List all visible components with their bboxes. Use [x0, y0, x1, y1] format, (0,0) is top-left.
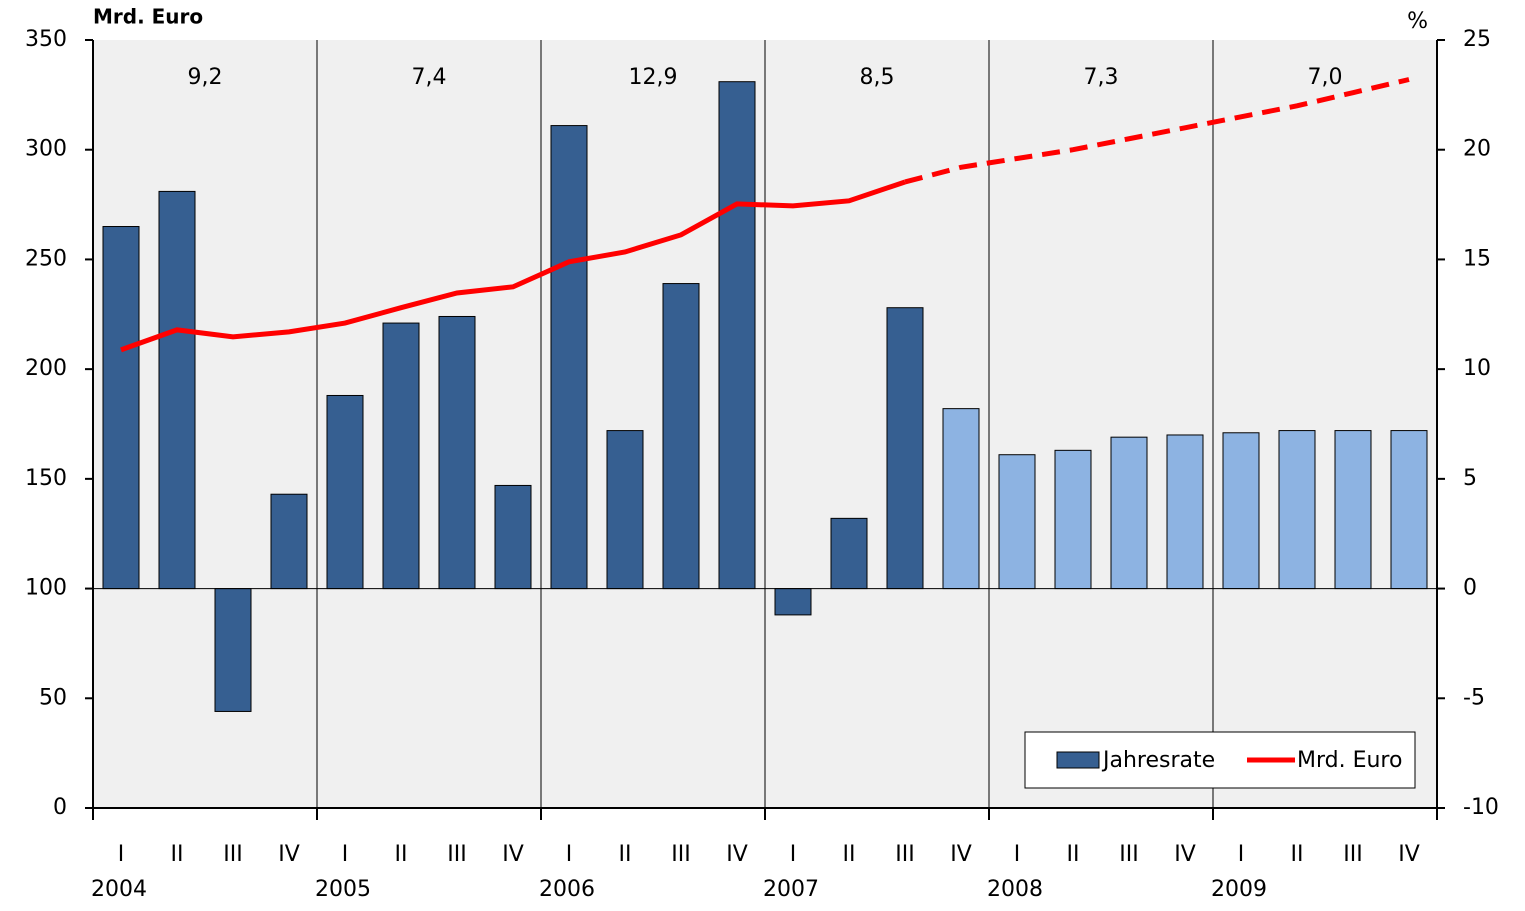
- bar: [830, 517, 868, 590]
- x-tick-label: IV: [502, 842, 524, 867]
- line: [904, 77, 1410, 185]
- legend-label: Jahresrate: [1101, 748, 1215, 773]
- y2-tick-label: 15: [1463, 246, 1491, 271]
- bar: [1390, 430, 1428, 590]
- bar: [1334, 430, 1372, 590]
- x-tick-label: I: [790, 842, 797, 867]
- x-tick-label: II: [395, 842, 408, 867]
- bar: [1278, 430, 1316, 590]
- group-label: 2008: [987, 877, 1043, 902]
- y2-tick-label: 0: [1463, 576, 1477, 601]
- y-tick-label: 300: [25, 137, 67, 162]
- bar: [718, 81, 756, 590]
- bar: [158, 190, 196, 590]
- annotation: 7,3: [1084, 65, 1119, 90]
- y2-tick-label: 25: [1463, 27, 1491, 52]
- bar: [1110, 436, 1148, 590]
- annotation: 7,0: [1308, 65, 1343, 90]
- bar: [942, 408, 980, 590]
- legend-label: Mrd. Euro: [1297, 748, 1402, 773]
- bar: [326, 394, 364, 590]
- y2-tick-label: 5: [1463, 466, 1477, 491]
- x-tick-label: III: [895, 842, 914, 867]
- x-tick-label: IV: [1174, 842, 1196, 867]
- y-tick-label: 150: [25, 466, 67, 491]
- x-tick-label: III: [447, 842, 466, 867]
- y-tick-label: 100: [25, 576, 67, 601]
- y-tick-label: 350: [25, 27, 67, 52]
- y-tick-label: 200: [25, 356, 67, 381]
- y2-axis-label: %: [1407, 9, 1428, 34]
- x-tick-label: IV: [278, 842, 300, 867]
- bar: [998, 454, 1036, 590]
- legend: Jahresrate Mrd. Euro: [1024, 731, 1416, 789]
- y2-tick-label: 20: [1463, 137, 1491, 162]
- x-tick-label: I: [342, 842, 349, 867]
- x-tick-label: I: [1238, 842, 1245, 867]
- x-tick-label: IV: [1398, 842, 1420, 867]
- y-tick-label: 250: [25, 246, 67, 271]
- x-tick-label: III: [1119, 842, 1138, 867]
- group-label: 2006: [539, 877, 595, 902]
- x-tick-label: I: [1014, 842, 1021, 867]
- x-tick-label: II: [171, 842, 184, 867]
- bar: [1166, 434, 1204, 590]
- x-tick-label: III: [671, 842, 690, 867]
- bar: [774, 588, 812, 616]
- y-tick-label: 50: [39, 685, 67, 710]
- bar: [438, 315, 476, 590]
- x-tick-label: III: [1343, 842, 1362, 867]
- bar: [886, 307, 924, 590]
- group-label: 2004: [91, 877, 147, 902]
- group-label: 2007: [763, 877, 819, 902]
- x-tick-label: II: [1067, 842, 1080, 867]
- x-tick-label: I: [566, 842, 573, 867]
- bar: [1222, 432, 1260, 590]
- annotation: 9,2: [188, 65, 223, 90]
- group-label: 2005: [315, 877, 371, 902]
- y-tick-label: 0: [53, 795, 67, 820]
- bar: [102, 226, 140, 590]
- bar: [662, 283, 700, 590]
- x-tick-label: III: [223, 842, 242, 867]
- bar: [214, 588, 252, 712]
- annotation: 8,5: [860, 65, 895, 90]
- bar: [1054, 449, 1092, 590]
- line: [120, 179, 906, 353]
- y2-tick-label: -10: [1463, 795, 1499, 820]
- y-axis-label: Mrd. Euro: [93, 5, 203, 29]
- x-tick-label: II: [619, 842, 632, 867]
- group-label: 2009: [1211, 877, 1267, 902]
- legend-swatch: [1056, 751, 1100, 769]
- bar: [382, 322, 420, 590]
- annotation: 7,4: [412, 65, 447, 90]
- bar: [606, 430, 644, 590]
- x-tick-label: II: [1291, 842, 1304, 867]
- bar: [494, 484, 532, 590]
- x-tick-label: I: [118, 842, 125, 867]
- x-tick-label: IV: [726, 842, 748, 867]
- y2-tick-label: -5: [1463, 685, 1485, 710]
- bar: [270, 493, 308, 590]
- annotation: 12,9: [629, 65, 678, 90]
- bar: [550, 125, 588, 590]
- x-tick-label: II: [843, 842, 856, 867]
- x-tick-label: IV: [950, 842, 972, 867]
- y2-tick-label: 10: [1463, 356, 1491, 381]
